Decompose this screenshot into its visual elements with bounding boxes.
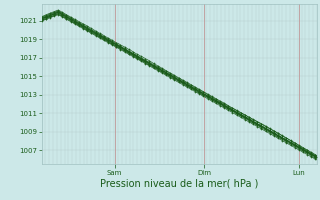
X-axis label: Pression niveau de la mer( hPa ): Pression niveau de la mer( hPa ) [100, 178, 258, 188]
